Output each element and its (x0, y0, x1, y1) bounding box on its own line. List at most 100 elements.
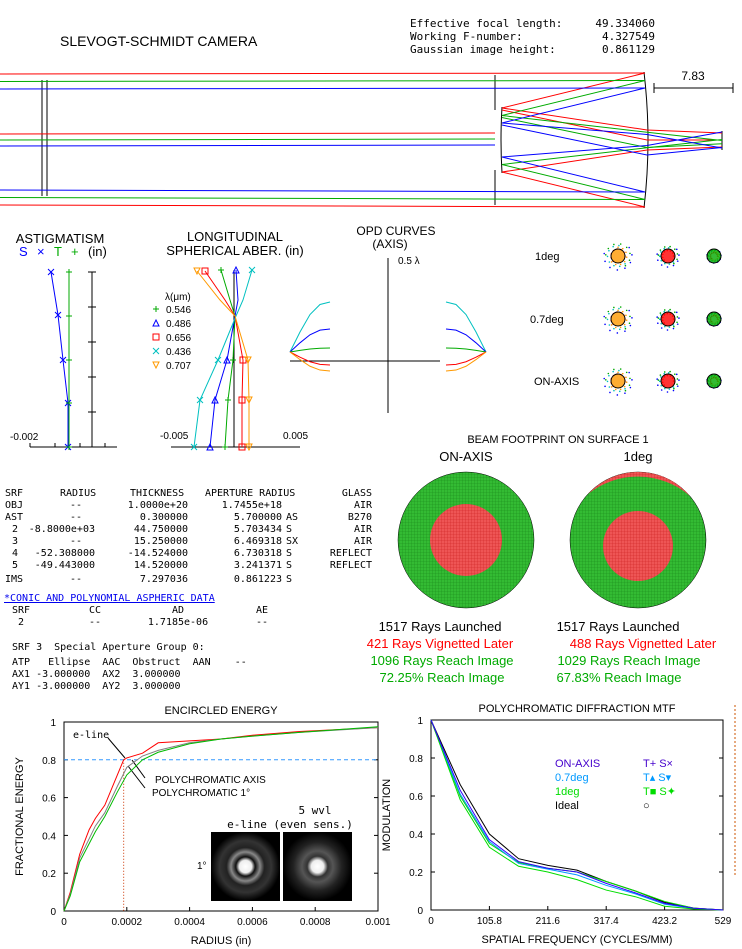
legend-wavelength: 0.656 (166, 333, 191, 344)
spot-ray (660, 389, 663, 391)
spot-ray (604, 323, 606, 326)
square-marker-icon (201, 267, 209, 275)
ray (501, 87, 646, 124)
encircled-energy-chart: ENCIRCLED ENERGY RADIUS (in) FRACTIONAL EN… (14, 705, 391, 947)
dtri-marker-icon (152, 361, 160, 370)
ray (501, 122, 723, 149)
spot-ray (663, 372, 665, 375)
table-cell: -- (70, 512, 82, 523)
square-marker-icon (239, 356, 247, 364)
table-cell: S (286, 524, 292, 535)
spot-ray (606, 318, 609, 321)
spot-ray (614, 388, 617, 391)
asphere-link[interactable]: *CONIC AND POLYNOMIAL ASPHERIC DATA (4, 593, 215, 604)
rays-vignetted: 488 Rays Vignetted Later (570, 636, 717, 651)
spot-ray (663, 371, 666, 373)
scale-label: 7.83 (681, 69, 705, 83)
table-cell: 6.469318 (234, 536, 282, 547)
cross-marker-icon (248, 266, 256, 274)
ray (0, 197, 646, 200)
spot-ray (608, 312, 610, 315)
column-header: SRF (5, 488, 23, 499)
table-cell: -49.443000 (35, 560, 95, 571)
column-header: AE (256, 605, 268, 616)
spot-ray (619, 306, 622, 308)
y-tick-label: 1 (417, 716, 423, 727)
table-cell: 5.703434 (234, 524, 282, 535)
spot-ray (629, 377, 631, 380)
spot-ray (605, 379, 607, 381)
spot-ray (657, 384, 659, 386)
spot-ray (604, 260, 606, 263)
asphere-table: SRF CC AD AE 2 -- 1.7185e-06 -- (12, 605, 268, 628)
spot-ray (669, 370, 671, 373)
spot-ray (667, 371, 670, 374)
sph-title-2: SPHERICAL ABER. (in) (166, 243, 304, 258)
spot-ray (605, 254, 607, 256)
opd-curve (289, 347, 331, 353)
spot-ray (657, 254, 660, 256)
spot-ray (618, 390, 621, 393)
table-cell: S (286, 574, 292, 585)
spot-ray (624, 262, 626, 265)
spot-ray (617, 246, 619, 249)
opd-title-2: (AXIS) (372, 237, 407, 251)
spot-ray (603, 377, 606, 380)
cross-marker-icon (196, 396, 204, 404)
spot-ray (625, 381, 628, 383)
table-cell: 5.700000 (234, 512, 282, 523)
airy-disk (706, 248, 722, 264)
spot-ray (673, 387, 675, 390)
column-header: GLASS (342, 488, 372, 499)
spot-core (661, 312, 675, 326)
legend-label: 0.7deg (555, 772, 589, 784)
ray (501, 164, 646, 200)
mtf-chart: POLYCHROMATIC DIFFRACTION MTF SPATIAL FRE… (381, 703, 732, 946)
cross-marker-icon (59, 356, 67, 364)
inset-title: 5 wvl (298, 804, 331, 817)
spot-ray (625, 376, 627, 379)
spot-core (707, 312, 721, 326)
spot-ray (663, 247, 665, 250)
lambda-label: λ(μm) (165, 292, 191, 303)
spot-ray (609, 391, 611, 394)
spot-diagrams (603, 243, 722, 396)
spot-ray (624, 392, 626, 394)
footprint-1deg: 1deg (569, 449, 707, 609)
spot-ray (628, 371, 630, 374)
lens-data-table: SRF RADIUS THICKNESS APERTURE RADIUS GLASS OB… (5, 488, 373, 585)
x-tick-label: 0.0006 (237, 917, 268, 928)
spot-core (707, 249, 721, 263)
spot-ray (660, 322, 663, 325)
spot-ray (612, 308, 614, 311)
y-tick-label: 0.6 (409, 792, 423, 803)
astig-legend-s-mark: × (37, 244, 45, 259)
spot-ray (621, 310, 624, 313)
psf-image (283, 832, 352, 901)
table-cell: B270 (348, 512, 372, 523)
spot-ray (609, 329, 611, 332)
table-cell: -52.308000 (35, 548, 95, 559)
spot-ray (663, 309, 666, 311)
spot-ray (608, 374, 610, 377)
spot-ray (666, 329, 669, 331)
tri-marker-icon (223, 355, 231, 364)
rays-reach: 1096 Rays Reach Image (370, 653, 513, 668)
plus-marker-icon (66, 444, 72, 450)
spot-ray (658, 318, 661, 321)
ray (501, 139, 723, 165)
legend-label: 1deg (555, 786, 579, 798)
aperture-line: ATP Ellipse AAC Obstruct AAN -- (12, 657, 247, 668)
astigmatism-plot (29, 268, 117, 451)
spot-ray (625, 256, 628, 258)
spot-ray (660, 376, 662, 378)
spot-ray (606, 255, 609, 258)
spot-ray (664, 387, 666, 390)
spot-ray (672, 389, 675, 392)
ray (0, 204, 646, 208)
spot-ray (624, 325, 626, 328)
opd-curve (289, 328, 331, 353)
report-title: SLEVOGT-SCHMIDT CAMERA (60, 33, 258, 49)
spot-ray (608, 386, 611, 388)
dtri-marker-icon (244, 356, 252, 365)
